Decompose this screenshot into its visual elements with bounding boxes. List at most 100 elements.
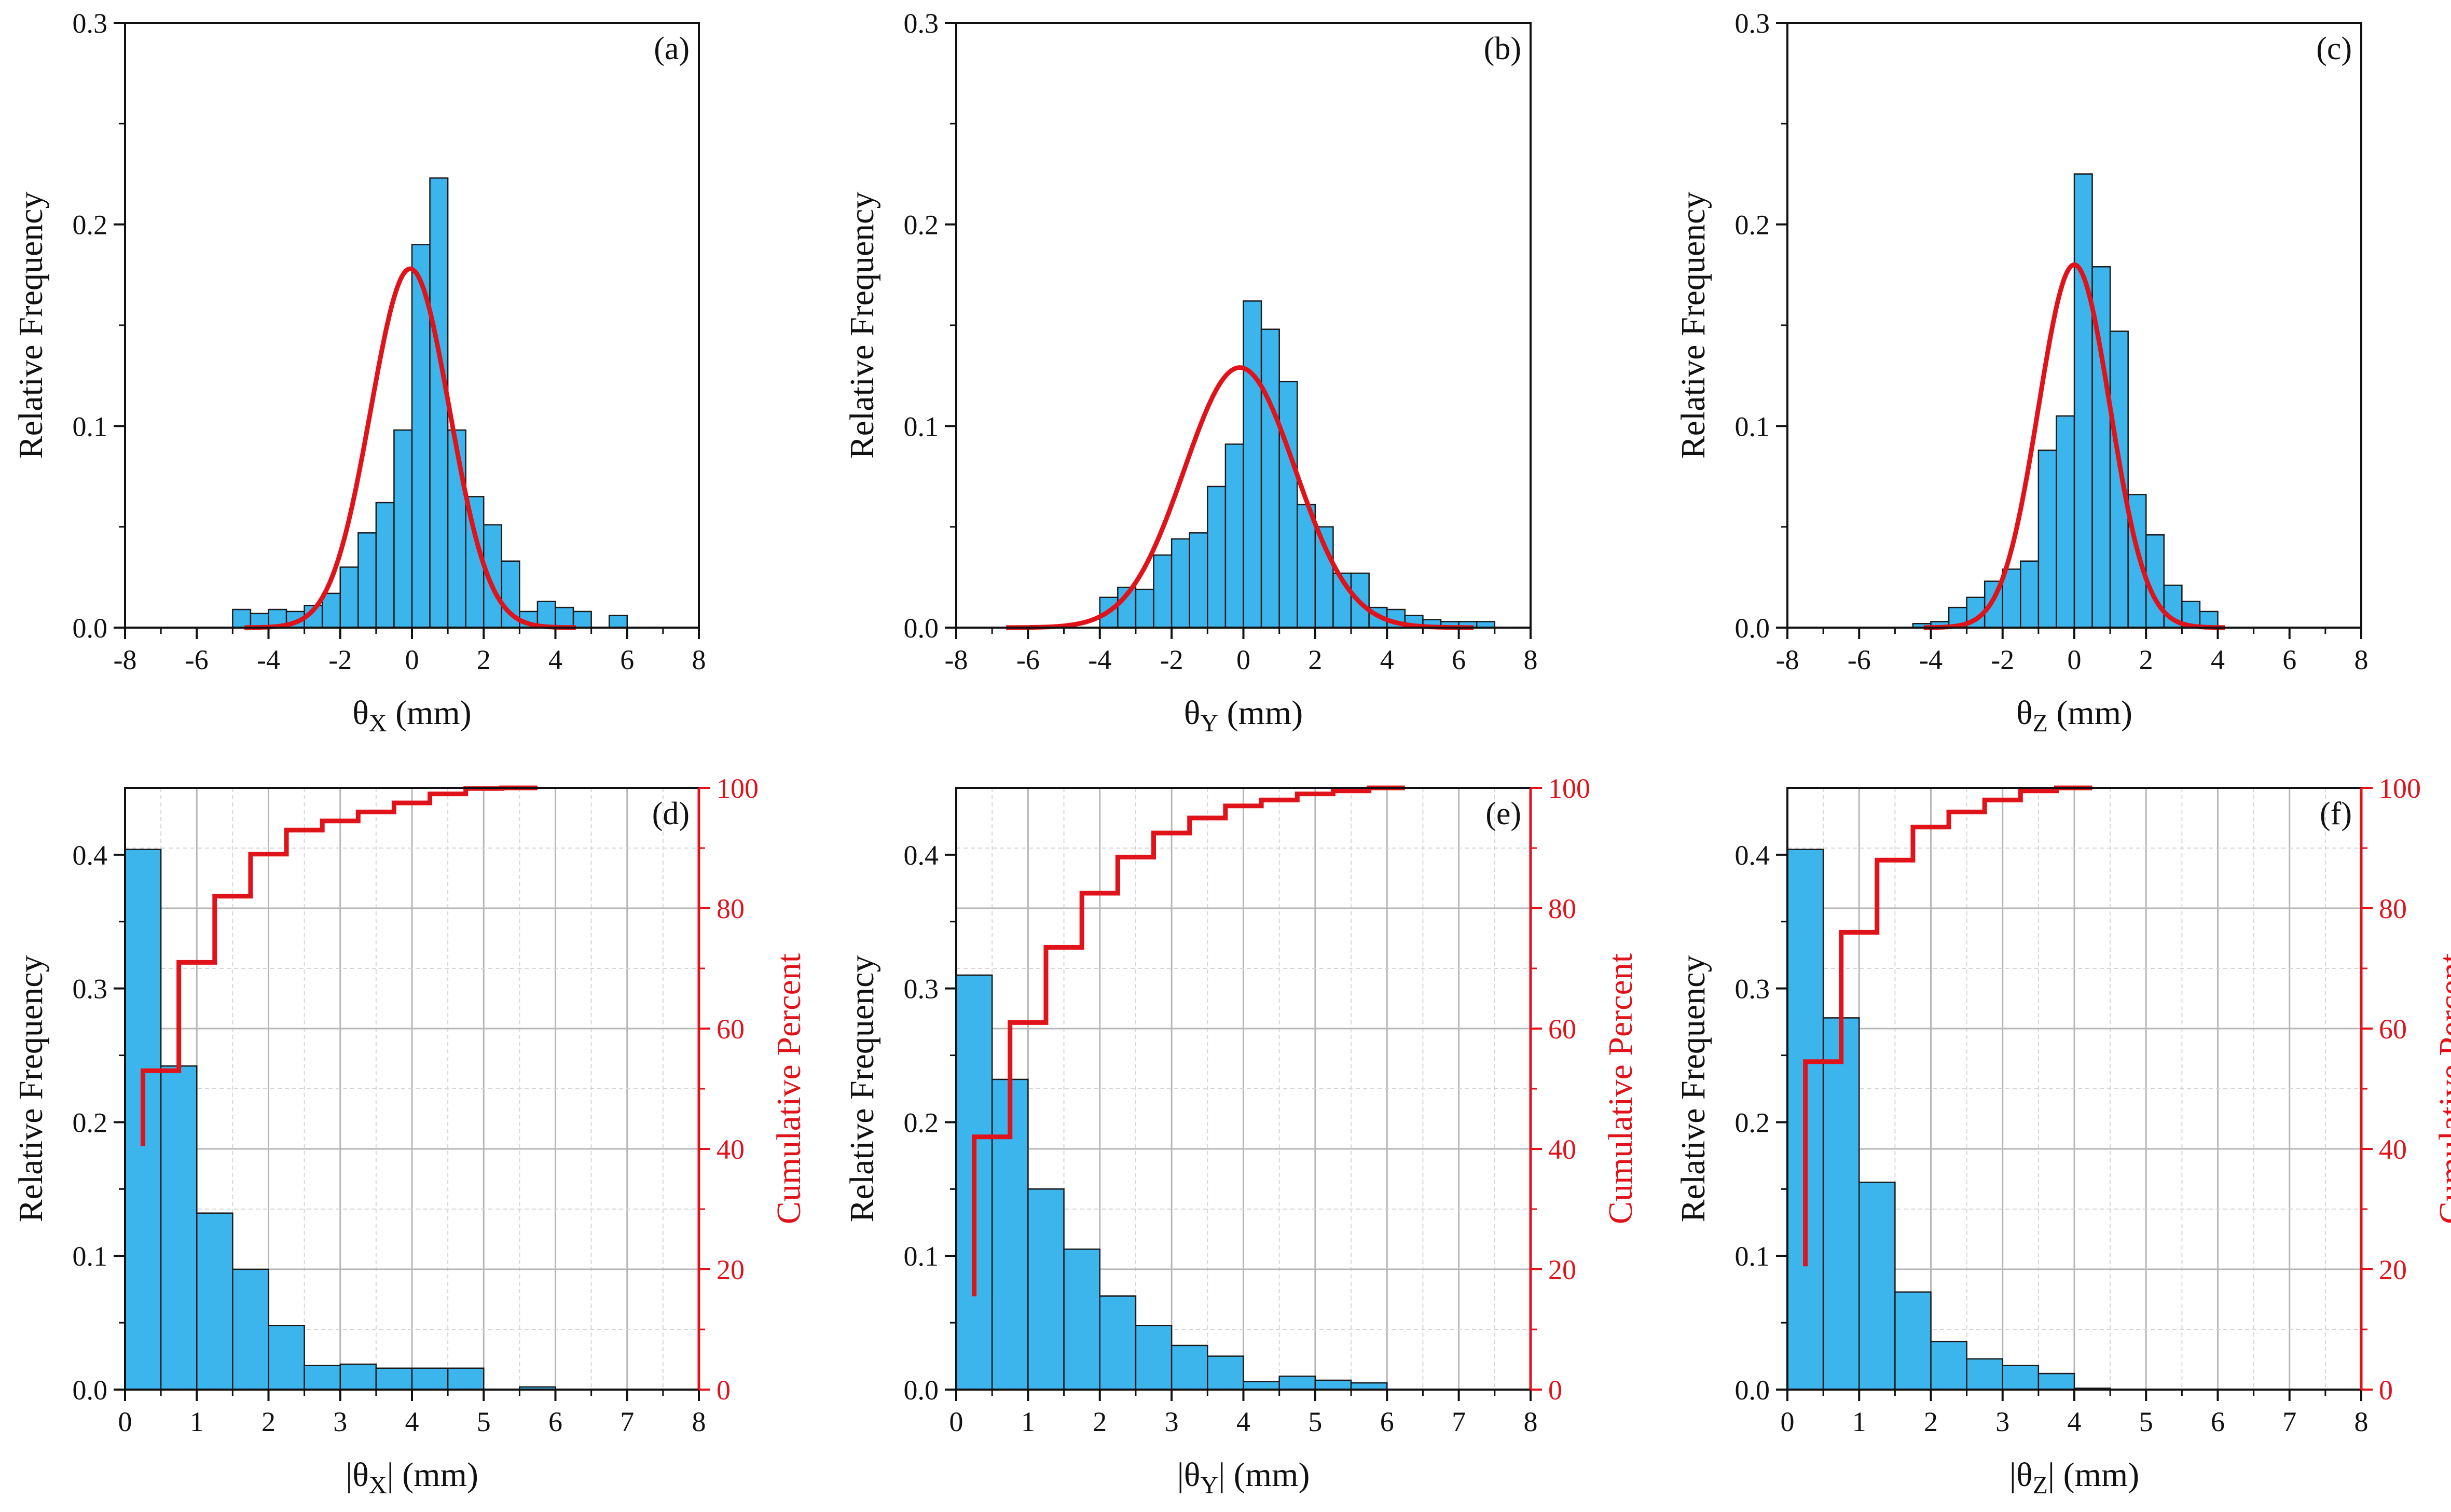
histogram-bar: [1171, 538, 1190, 629]
x-tick-label: 8: [2354, 644, 2369, 675]
panel-label: (d): [652, 796, 690, 831]
x-tick-label: -6: [1016, 644, 1040, 675]
x-axis-title-unit: (mm): [2048, 694, 2132, 732]
x-tick-label: 7: [1452, 1406, 1466, 1437]
y-axis-title: Relative Frequency: [1674, 192, 1712, 459]
x-tick-label: 4: [1236, 1406, 1250, 1437]
x-tick-label: 7: [620, 1406, 634, 1437]
histogram-bar: [1027, 1188, 1065, 1391]
y-tick-label: 0.0: [904, 1375, 939, 1406]
y2-tick-label: 20: [1548, 1254, 1576, 1285]
y-tick-label: 0.3: [1735, 8, 1770, 39]
y-tick-label: 0.0: [904, 613, 939, 644]
x-tick-label: 6: [2211, 1406, 2225, 1437]
x-tick-label: -6: [1848, 644, 1871, 675]
x-axis-title: θZ (mm): [2016, 694, 2132, 737]
y-tick-label: 0.1: [904, 1241, 939, 1272]
cumulative-percent-line: [1803, 785, 2092, 1267]
histogram-bar: [339, 1363, 377, 1391]
y-axis-title: Relative Frequency: [843, 192, 881, 459]
y2-axis-title: Cumulative Percent: [770, 953, 808, 1224]
histogram-bar: [1135, 1325, 1173, 1391]
x-tick-label: 4: [405, 1406, 419, 1437]
x-tick-label: 5: [477, 1406, 491, 1437]
y-tick-label: 0.4: [904, 840, 939, 871]
histogram-bar: [1224, 443, 1244, 629]
histogram-bar: [357, 532, 377, 629]
histogram-bar: [2002, 1365, 2040, 1391]
y-tick-label: 0.0: [73, 1375, 108, 1406]
histogram-bar: [429, 177, 449, 629]
histogram-bar: [2056, 415, 2075, 629]
histogram-bar: [1350, 572, 1370, 629]
y2-tick-label: 60: [717, 1014, 745, 1045]
x-axis-title-symbol: |θ: [2009, 1456, 2033, 1494]
x-tick-label: -2: [1160, 644, 1183, 675]
chart-a: -8 -6 -4 -2 0 2 4 6 8 0.0 0.1 0.2 0.3 θX (mm) Relative…: [12, 8, 706, 737]
x-axis-title-unit: | (mm): [2048, 1456, 2139, 1494]
x-tick-label: 0: [1781, 1406, 1795, 1437]
histogram-bar: [2037, 449, 2057, 629]
x-axis-title-subscript: X: [369, 1472, 387, 1499]
histogram-bar: [608, 615, 628, 629]
y-tick-label: 0.4: [73, 840, 108, 871]
x-tick-label: 4: [2211, 644, 2225, 675]
histogram-bar: [1314, 1379, 1352, 1391]
x-axis-title-unit: (mm): [387, 694, 472, 732]
x-tick-label: 8: [1524, 1406, 1538, 1437]
histogram-bar: [1260, 328, 1280, 629]
x-tick-label: -6: [185, 644, 209, 675]
x-axis-title-subscript: X: [369, 710, 387, 737]
histogram-bar: [2037, 1372, 2075, 1391]
x-tick-label: 8: [1524, 644, 1538, 675]
histogram-bar: [411, 1367, 449, 1391]
histogram-bar: [196, 1212, 233, 1391]
y2-tick-label: 0: [717, 1375, 731, 1406]
histogram-bar: [1930, 1340, 1967, 1391]
y-tick-label: 0.3: [904, 8, 939, 39]
x-tick-label: 4: [2068, 1406, 2082, 1437]
x-tick-label: 3: [333, 1406, 347, 1437]
chart-f: 0 1 2 3 4 5 6 7 8 0.0 0.1 0.2 0.3 0.4 0 20 40 60 80 100 Cumu…: [1674, 773, 2451, 1499]
y2-tick-label: 100: [2379, 773, 2421, 804]
histogram-bar: [1099, 1295, 1137, 1391]
histogram-bar: [447, 429, 466, 629]
x-tick-label: 3: [1995, 1406, 2009, 1437]
y-tick-label: 0.1: [73, 411, 108, 442]
y-tick-label: 0.3: [73, 8, 108, 39]
chart-e: 0 1 2 3 4 5 6 7 8 0.0 0.1 0.2 0.3 0.4 0 20 40 60 80 100 Cumu…: [843, 773, 1640, 1499]
x-tick-label: 7: [2282, 1406, 2296, 1437]
y2-axis-title: Cumulative Percent: [2432, 953, 2451, 1224]
panel-label: (a): [654, 31, 690, 66]
x-tick-label: 5: [2139, 1406, 2153, 1437]
x-tick-label: 2: [261, 1406, 276, 1437]
panel-label: (e): [1485, 796, 1521, 831]
x-tick-label: -8: [114, 644, 137, 675]
y2-tick-label: 40: [1548, 1134, 1576, 1165]
y2-tick-label: 100: [1548, 773, 1590, 804]
x-axis-title-symbol: θ: [2016, 694, 2033, 732]
x-axis-title-subscript: Z: [2033, 710, 2048, 737]
histogram-bar: [1153, 554, 1173, 629]
x-tick-label: 2: [1093, 1406, 1107, 1437]
y2-tick-label: 20: [2379, 1254, 2407, 1285]
x-axis-title-unit: (mm): [1218, 694, 1303, 732]
y-axis-title: Relative Frequency: [1674, 955, 1712, 1223]
x-tick-label: 0: [118, 1406, 132, 1437]
y-tick-label: 0.2: [73, 1107, 108, 1138]
x-axis-title: |θY| (mm): [1177, 1456, 1310, 1499]
y-tick-label: 0.2: [904, 1107, 939, 1138]
x-tick-label: 0: [949, 1406, 963, 1437]
x-tick-label: 8: [692, 1406, 706, 1437]
x-tick-label: 1: [1852, 1406, 1866, 1437]
histogram-bar: [1135, 588, 1154, 629]
x-tick-label: 6: [2282, 644, 2296, 675]
histogram-bar: [1822, 1017, 1860, 1391]
histogram-bar: [268, 1325, 305, 1391]
histogram-bar: [2109, 330, 2129, 629]
y2-tick-label: 80: [2379, 893, 2407, 924]
x-tick-label: 0: [405, 644, 419, 675]
y-axis-title: Relative Frequency: [843, 955, 881, 1223]
normal-fit-curve: [1923, 262, 2225, 630]
